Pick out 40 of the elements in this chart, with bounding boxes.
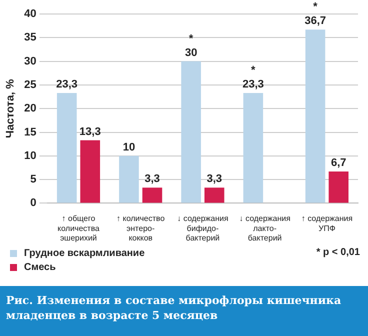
data-label: 30 <box>184 46 198 59</box>
y-tick-label: 30 <box>24 55 36 68</box>
data-label: 13,3 <box>79 126 101 138</box>
data-label: 36,7 <box>304 15 326 28</box>
x-tick-label: ↓ содержания бифидо- бактерий <box>177 214 228 242</box>
data-label: 23,3 <box>242 78 264 91</box>
x-tick-label: ↓ содержания лакто- бактерий <box>239 214 290 242</box>
y-tick-label: 5 <box>30 174 36 186</box>
text: Рис. Изменения в составе микрофлоры кишечника младенцев в возрасте 5 месяцев <box>0 286 368 336</box>
data-label: 23,3 <box>56 78 78 91</box>
y-tick-label: 25 <box>24 78 36 91</box>
data-label: 10 <box>122 141 136 154</box>
bar <box>204 188 224 203</box>
y-axis-title: Частота, % <box>4 78 17 138</box>
x-tick-label: ↑ количество энтеро- кокков <box>116 214 166 242</box>
bar <box>56 92 77 203</box>
x-tick-label: ↑ общего количества эшерихий <box>58 214 100 242</box>
bar <box>119 156 139 203</box>
y-tick-label: 10 <box>24 150 36 162</box>
legend-label: Грудное вскармливание <box>23 246 145 260</box>
annotation: * <box>313 1 318 14</box>
bar <box>181 61 201 203</box>
bar <box>80 140 100 203</box>
x-tick-label: ↑ содержания УПФ <box>301 214 353 233</box>
text: * p < 0,01 <box>316 247 360 258</box>
data-label: 3,3 <box>144 173 160 186</box>
y-tick-label: 0 <box>30 197 36 210</box>
legend-label: Смесь <box>23 260 57 274</box>
annotation: * <box>188 32 194 45</box>
bar <box>142 188 162 203</box>
bar <box>305 30 326 203</box>
data-label: 3,3 <box>206 173 222 186</box>
y-tick-label: 40 <box>24 8 36 20</box>
y-tick-label: 15 <box>24 126 36 138</box>
bar <box>328 172 348 203</box>
data-label: 6,7 <box>330 157 346 170</box>
y-tick-label: 35 <box>24 32 36 44</box>
bar <box>243 92 264 203</box>
annotation: * <box>251 64 256 77</box>
y-tick-label: 20 <box>24 102 36 115</box>
